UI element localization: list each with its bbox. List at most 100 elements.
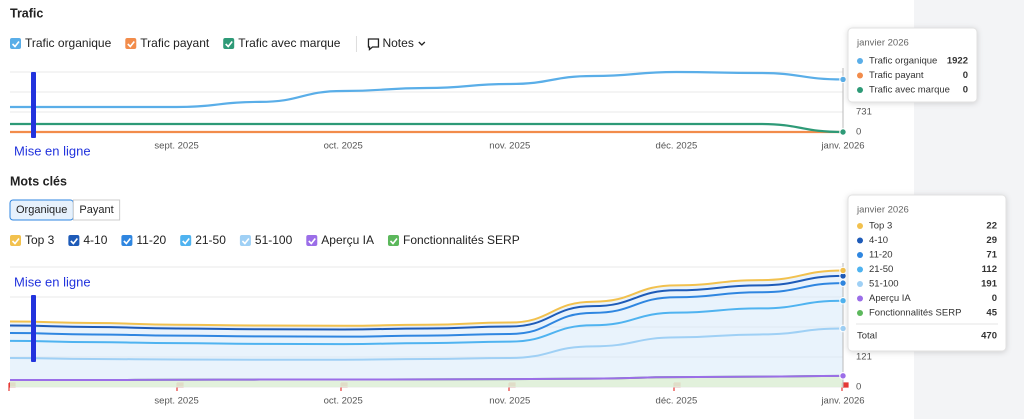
legend-label[interactable]: Trafic organique bbox=[25, 36, 112, 50]
legend-label[interactable]: 11-20 bbox=[136, 233, 166, 247]
annotation-bar bbox=[31, 295, 36, 362]
tooltip-title: janvier 2026 bbox=[856, 205, 909, 216]
line bbox=[9, 269, 844, 327]
area bbox=[10, 275, 843, 337]
checkbox[interactable] bbox=[68, 235, 80, 246]
check-icon bbox=[225, 41, 233, 48]
legend-label[interactable]: Top 3 bbox=[25, 233, 55, 247]
tab[interactable] bbox=[72, 199, 121, 221]
tooltip-value: 45 bbox=[986, 308, 997, 319]
x-tick-label: nov. 2025 bbox=[489, 396, 530, 407]
tooltip-dot bbox=[857, 87, 863, 93]
hover-dot bbox=[839, 279, 847, 287]
tooltip-value: 112 bbox=[982, 264, 997, 275]
tooltip-dot bbox=[857, 281, 863, 287]
checkbox[interactable] bbox=[306, 235, 318, 246]
checkbox[interactable] bbox=[223, 38, 235, 49]
tooltip-dot bbox=[857, 252, 863, 258]
tooltip-dot bbox=[857, 310, 863, 316]
x-tick-label: oct. 2025 bbox=[324, 396, 363, 407]
legend-label[interactable]: Trafic payant bbox=[140, 36, 210, 50]
line bbox=[9, 274, 844, 331]
checkbox[interactable] bbox=[180, 235, 192, 246]
area bbox=[10, 283, 843, 345]
legend-label[interactable]: Trafic avec marque bbox=[238, 36, 341, 50]
legend-label[interactable]: 21-50 bbox=[195, 233, 226, 247]
legend-label[interactable]: 4-10 bbox=[83, 233, 107, 247]
x-tick-label: oct. 2025 bbox=[324, 141, 363, 152]
legend-label[interactable]: Fonctionnalités SERP bbox=[403, 233, 520, 247]
x-tick-label: déc. 2025 bbox=[656, 141, 698, 152]
tooltip-dot bbox=[857, 266, 863, 273]
x-tick-label: nov. 2025 bbox=[489, 141, 530, 152]
hover-dot bbox=[839, 75, 847, 84]
area bbox=[10, 328, 843, 381]
check-icon bbox=[182, 238, 190, 245]
tooltip-label: 4-10 bbox=[869, 235, 888, 246]
tab-label[interactable]: Payant bbox=[79, 204, 113, 216]
section-title: Mots clés bbox=[10, 174, 67, 188]
checkbox[interactable] bbox=[387, 235, 399, 246]
tooltip-dot bbox=[857, 58, 863, 64]
line bbox=[9, 299, 844, 346]
line bbox=[10, 122, 844, 134]
annotation: Mise en ligne bbox=[14, 143, 91, 158]
tooltip-label: Top 3 bbox=[869, 221, 892, 232]
tooltip-title: janvier 2026 bbox=[856, 38, 909, 49]
legend-label[interactable]: Aperçu IA bbox=[321, 233, 374, 247]
tooltip-dot bbox=[857, 237, 863, 244]
tooltip-dot bbox=[857, 295, 863, 302]
tooltip-value: 0 bbox=[992, 293, 997, 304]
line bbox=[10, 374, 844, 382]
notes-button[interactable]: Notes bbox=[382, 36, 413, 50]
check-icon bbox=[11, 238, 20, 245]
hover-dot bbox=[839, 324, 847, 333]
check-icon bbox=[127, 41, 135, 48]
check-icon bbox=[308, 238, 316, 245]
tooltip-total-label: Total bbox=[857, 331, 877, 342]
checkbox[interactable] bbox=[239, 235, 251, 246]
y-tick-label: 121 bbox=[856, 352, 872, 363]
line bbox=[10, 70, 844, 109]
tooltip-value: 71 bbox=[986, 250, 997, 261]
tooltip-value: 22 bbox=[986, 221, 997, 232]
chevron bbox=[418, 41, 426, 46]
x-tick-label: janv. 2026 bbox=[820, 141, 864, 152]
x-tick-label: déc. 2025 bbox=[656, 396, 698, 407]
tab-label[interactable]: Organique bbox=[16, 204, 67, 216]
tooltip-label: 51-100 bbox=[869, 279, 899, 290]
check-icon bbox=[11, 41, 20, 48]
checkbox[interactable] bbox=[10, 38, 21, 49]
tooltip-label: 21-50 bbox=[869, 264, 893, 275]
tooltip-value: 191 bbox=[981, 279, 998, 290]
tooltip-label: Trafic organique bbox=[869, 56, 937, 67]
section-title: Trafic bbox=[10, 6, 43, 20]
x-tick-label: sept. 2025 bbox=[154, 396, 198, 407]
line bbox=[9, 327, 844, 361]
tooltip-total: 470 bbox=[981, 331, 997, 342]
y-tick-label: 0 bbox=[856, 127, 861, 138]
hover-dot bbox=[839, 372, 847, 380]
checkbox[interactable] bbox=[121, 235, 133, 246]
notes-icon[interactable] bbox=[367, 38, 380, 51]
tooltip-label: Trafic payant bbox=[869, 70, 924, 81]
hover-dot bbox=[839, 266, 847, 275]
area bbox=[10, 300, 843, 360]
tooltip-label: Aperçu IA bbox=[869, 293, 911, 304]
check-icon bbox=[241, 238, 250, 245]
annotation-bar bbox=[31, 72, 36, 138]
check-icon bbox=[123, 238, 132, 245]
hover-dot bbox=[839, 297, 847, 305]
legend-label[interactable]: 51-100 bbox=[255, 233, 293, 247]
checkbox[interactable] bbox=[125, 38, 137, 49]
tooltip-value: 29 bbox=[986, 235, 997, 246]
line bbox=[9, 282, 844, 338]
checkbox[interactable] bbox=[10, 235, 21, 246]
y-tick-label: 0 bbox=[856, 382, 861, 393]
tooltip-dot bbox=[857, 72, 863, 79]
tooltip-label: Trafic avec marque bbox=[869, 85, 950, 96]
hover-dot bbox=[839, 128, 847, 136]
tooltip-dot bbox=[857, 223, 863, 229]
tooltip-label: 11-20 bbox=[869, 250, 893, 261]
